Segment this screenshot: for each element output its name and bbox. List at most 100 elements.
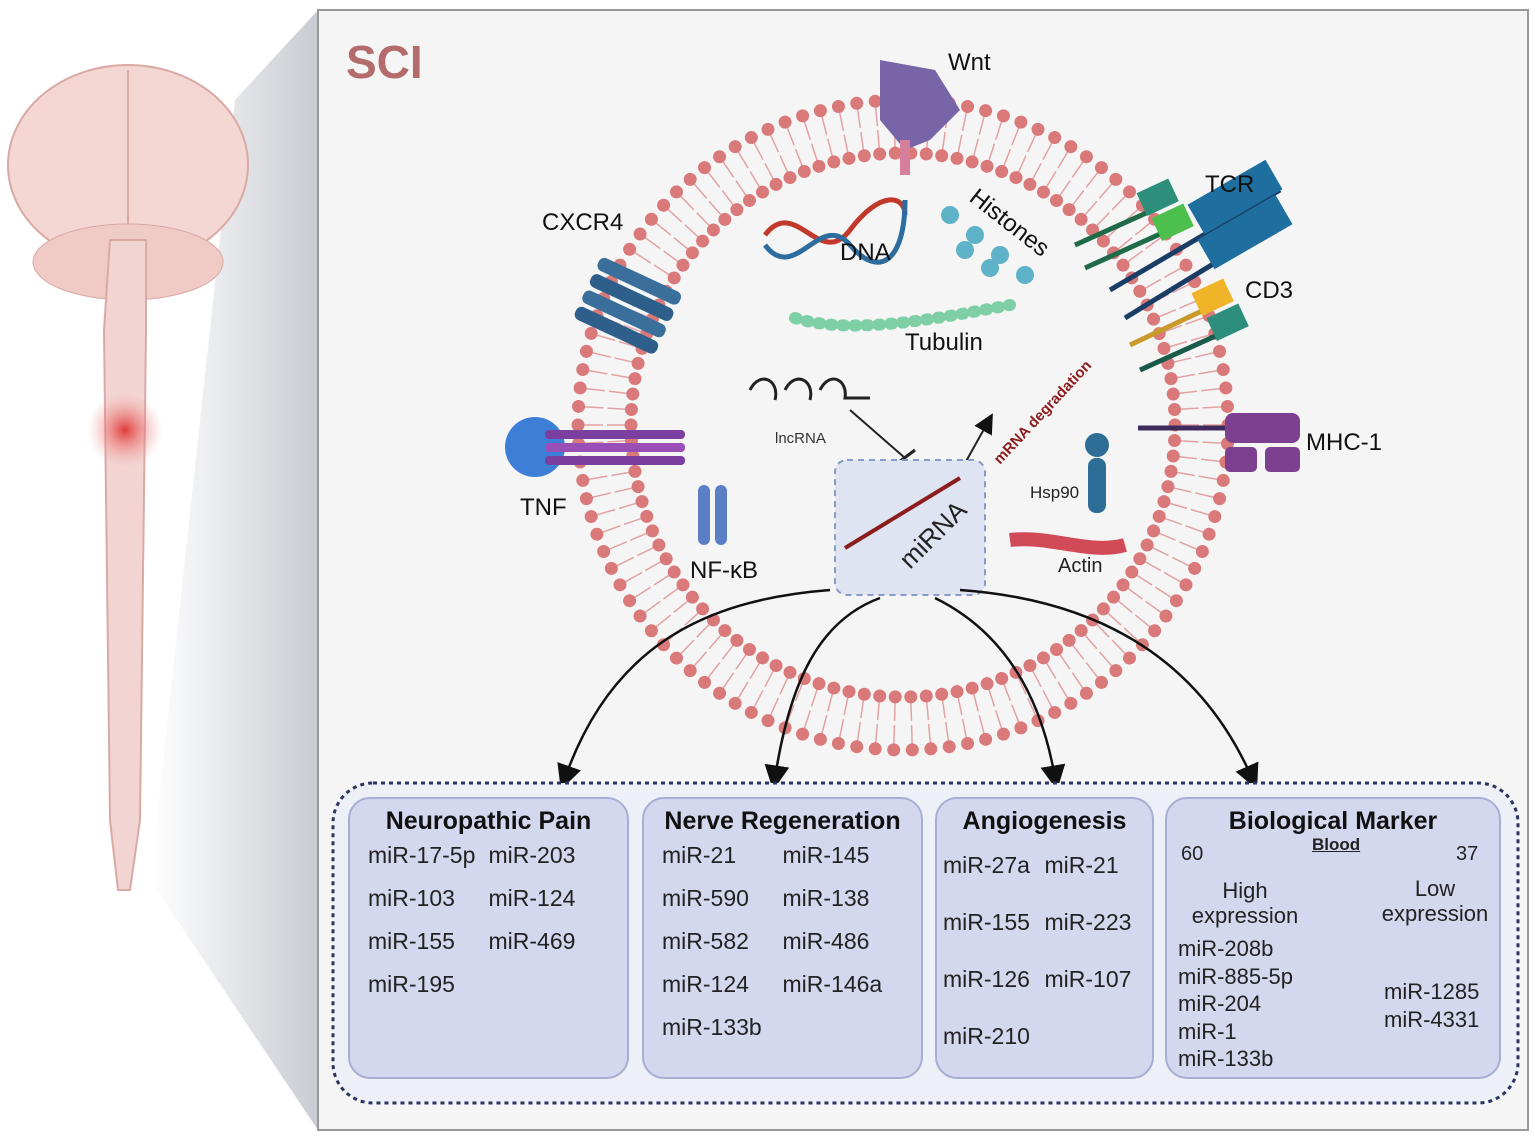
dna: [763, 199, 908, 265]
lipid-head: [713, 150, 727, 164]
lipid-head: [576, 363, 590, 377]
lipid-head: [631, 356, 645, 370]
mirna-item: miR-582: [662, 928, 749, 954]
lipid-head: [1164, 372, 1178, 386]
lipid-head: [842, 151, 856, 165]
lipid-head: [831, 99, 845, 113]
lipid-head: [572, 399, 586, 413]
lipid-head: [812, 677, 826, 691]
lipid-head: [961, 737, 975, 751]
lipid-head: [812, 159, 826, 173]
lipid-head: [1050, 193, 1064, 207]
lipid-head: [1064, 140, 1078, 154]
lipid-head: [667, 271, 681, 285]
injury-site: [87, 392, 163, 468]
lipid-head: [1208, 510, 1222, 524]
lipid-head: [628, 464, 642, 478]
lipid-head: [706, 223, 720, 237]
lipid-head: [1195, 545, 1209, 559]
mirna-item: miR-27a: [943, 852, 1030, 878]
lipid-head: [1125, 565, 1139, 579]
tubulin: [789, 299, 1016, 332]
lipid-head: [979, 732, 993, 746]
lipid-head: [1064, 696, 1078, 710]
lipid-head: [635, 495, 649, 509]
lipid-head: [888, 690, 902, 704]
lipid-head: [1157, 341, 1171, 355]
lipid-head: [667, 565, 681, 579]
lipid-head: [980, 159, 994, 173]
lipid-head: [628, 372, 642, 386]
lipid-head: [652, 538, 666, 552]
label: Actin: [1058, 555, 1102, 577]
mirna-item: miR-1285: [1384, 979, 1480, 1004]
lipid-head: [1109, 664, 1123, 678]
low-list: miR-1285 miR-4331: [1384, 978, 1479, 1033]
lipid-head: [797, 165, 811, 179]
lipid-head: [1147, 524, 1161, 538]
spinal-cord: [102, 239, 147, 891]
lipid-head: [796, 109, 810, 123]
lipid-head: [1036, 185, 1050, 199]
lipid-head: [831, 737, 845, 751]
label: TNF: [520, 494, 567, 521]
lipid-head: [669, 185, 683, 199]
lipid-head: [1166, 449, 1180, 463]
lipid-head: [623, 242, 637, 256]
lipid-head: [744, 131, 758, 145]
mirna-item: miR-133b: [662, 1014, 762, 1040]
lipid-head: [1094, 161, 1108, 175]
lipid-head: [924, 742, 938, 756]
lipid-head: [1079, 686, 1093, 700]
lipid-head: [626, 387, 640, 401]
mirna-strand: [843, 476, 962, 550]
lipid-head: [1164, 464, 1178, 478]
lipid-head: [813, 732, 827, 746]
mirna-item: miR-195: [368, 971, 455, 997]
lipid-head: [644, 212, 658, 226]
mirna-item: miR-155: [368, 928, 455, 954]
panel-title: Angiogenesis: [962, 807, 1127, 835]
mhc-protein: [1138, 413, 1300, 472]
lipid-head: [613, 578, 627, 592]
cxcr4-protein: [574, 257, 682, 354]
lipid-head: [1147, 312, 1161, 326]
mirna-item: miR-208b: [1178, 936, 1274, 961]
lipid-head: [888, 146, 902, 160]
lipid-head: [1123, 651, 1137, 665]
lipid-head: [623, 594, 637, 608]
lipid-head: [904, 690, 918, 704]
lipid-head: [1216, 473, 1230, 487]
mirna-item: miR-145: [782, 842, 870, 868]
lipid-head: [1036, 651, 1050, 665]
lipid-head: [633, 609, 647, 623]
lipid-head: [1168, 434, 1182, 448]
lipid-head: [742, 643, 756, 657]
panel-title: Biological Marker: [1228, 807, 1438, 835]
lipid-head: [1109, 172, 1123, 186]
mirna-box: [834, 459, 986, 596]
panel-title: Nerve Regeneration: [664, 807, 901, 835]
lipid-head: [1123, 185, 1137, 199]
lipid-head: [1157, 495, 1171, 509]
lipid-head: [676, 578, 690, 592]
lipid-head: [604, 561, 618, 575]
lipid-head: [1179, 258, 1193, 272]
lipid-head: [935, 687, 949, 701]
mirna-list: miR-21 miR-145 miR-590 miR-138 miR-582 miR-48…: [644, 842, 921, 1041]
lipid-head: [584, 510, 598, 524]
lipid-head: [584, 326, 598, 340]
mirna-item: miR-1: [1178, 1018, 1237, 1044]
lipid-head: [1133, 284, 1147, 298]
mirna-item: miR-204: [1178, 991, 1262, 1016]
lipid-head: [1048, 705, 1062, 719]
lipid-head: [579, 492, 593, 506]
mirna-item: miR-885-5p: [1178, 963, 1293, 989]
histones: [941, 206, 1034, 284]
lipid-head: [995, 671, 1009, 685]
label: CXCR4: [542, 209, 623, 236]
lipid-head: [576, 473, 590, 487]
lipid-head: [676, 258, 690, 272]
low-label: Low expression: [1381, 876, 1489, 926]
lipid-head: [1152, 509, 1166, 523]
